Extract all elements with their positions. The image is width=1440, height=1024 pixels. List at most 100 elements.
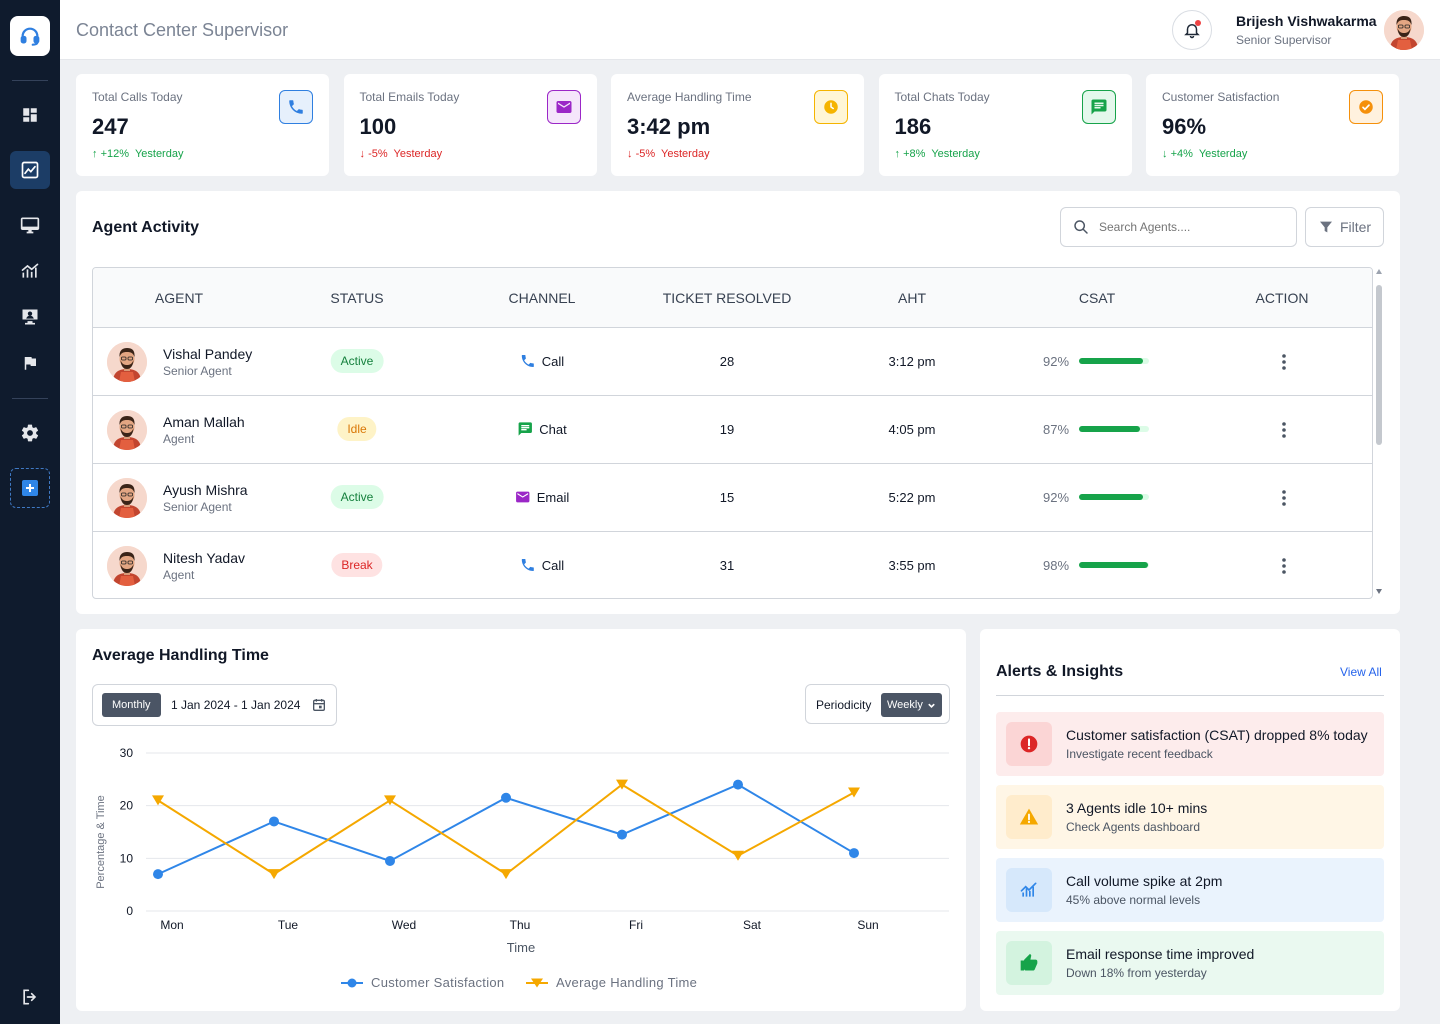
csat-progress-bar bbox=[1079, 426, 1149, 432]
status-badge: Break bbox=[331, 553, 383, 577]
alert-item[interactable]: Customer satisfaction (CSAT) dropped 8% … bbox=[996, 712, 1384, 776]
data-point bbox=[616, 779, 628, 790]
csat-percent: 87% bbox=[1043, 422, 1070, 437]
kpi-card: Average Handling Time 3:42 pm ↓ -5% Yest… bbox=[611, 74, 864, 176]
filter-button[interactable]: Filter bbox=[1305, 207, 1384, 247]
agent-role: Agent bbox=[163, 432, 195, 446]
sidebar-item-settings[interactable] bbox=[10, 414, 50, 452]
kpi-label: Average Handling Time bbox=[627, 90, 752, 104]
kebab-menu-icon bbox=[1282, 354, 1286, 370]
calendar-icon[interactable] bbox=[311, 697, 327, 713]
csat-progress-fill bbox=[1079, 562, 1148, 568]
alert-subtitle: Down 18% from yesterday bbox=[1066, 966, 1207, 980]
status-badge: Active bbox=[330, 349, 384, 373]
user-avatar[interactable] bbox=[1384, 10, 1424, 50]
tickets-resolved: 31 bbox=[719, 558, 735, 573]
alerts-panel: Alerts & Insights View All Customer sati… bbox=[980, 629, 1400, 1011]
aht-title: Average Handling Time bbox=[92, 647, 269, 664]
column-header-action: ACTION bbox=[1255, 290, 1309, 306]
table-row[interactable]: Nitesh Yadav Agent Break Call 31 3:55 pm… bbox=[93, 532, 1372, 598]
kpi-value: 3:42 pm bbox=[627, 114, 711, 139]
column-header-aht[interactable]: AHT bbox=[898, 290, 926, 306]
periodicity-label: Periodicity bbox=[816, 698, 872, 712]
column-header-csat[interactable]: CSAT bbox=[1078, 290, 1116, 306]
alert-item[interactable]: Email response time improved Down 18% fr… bbox=[996, 931, 1384, 995]
sidebar-item-logout[interactable] bbox=[10, 978, 50, 1016]
aht-value: 3:55 pm bbox=[888, 558, 936, 573]
trend-arrow-icon: ↓ bbox=[627, 148, 633, 160]
sidebar-item-flags[interactable] bbox=[10, 344, 50, 382]
phone-icon bbox=[279, 90, 313, 124]
sidebar-item-agents[interactable] bbox=[10, 298, 50, 336]
chevron-down-icon bbox=[928, 703, 935, 708]
view-all-link[interactable]: View All bbox=[1340, 665, 1382, 679]
kpi-card: Total Calls Today 247 ↑ +12% Yesterday bbox=[76, 74, 329, 176]
x-tick-label: Thu bbox=[510, 918, 531, 932]
kpi-card: Customer Satisfaction 96% ↓ +4% Yesterda… bbox=[1146, 74, 1399, 176]
sidebar-item-analytics[interactable] bbox=[10, 252, 50, 290]
kpi-trend: ↑ +12% Yesterday bbox=[92, 148, 183, 160]
notification-dot bbox=[1195, 20, 1201, 26]
table-row[interactable]: Vishal Pandey Senior Agent Active Call 2… bbox=[93, 328, 1372, 396]
aht-value: 5:22 pm bbox=[888, 490, 936, 505]
search-agents-input[interactable] bbox=[1099, 220, 1269, 234]
thumbs-up-icon bbox=[1006, 941, 1052, 985]
kpi-value: 186 bbox=[894, 114, 932, 139]
kpi-value: 96% bbox=[1162, 114, 1207, 139]
agent-avatar bbox=[107, 478, 147, 518]
channel-cell: Call bbox=[520, 557, 564, 573]
legend-item[interactable]: Average Handling Time bbox=[526, 975, 697, 990]
sidebar-item-trends[interactable] bbox=[10, 151, 50, 189]
trend-arrow-icon: ↑ bbox=[894, 148, 901, 160]
row-actions-button[interactable] bbox=[1278, 420, 1290, 445]
column-header-status[interactable]: STATUS bbox=[330, 290, 384, 306]
kpi-trend-value: -5% bbox=[635, 148, 656, 160]
row-actions-button[interactable] bbox=[1278, 556, 1290, 581]
legend-marker-icon bbox=[341, 978, 363, 987]
aht-value: 4:05 pm bbox=[888, 422, 936, 437]
filter-label: Filter bbox=[1339, 219, 1372, 235]
monthly-button[interactable]: Monthly bbox=[102, 693, 161, 717]
sidebar-add-button[interactable] bbox=[10, 468, 50, 508]
table-row[interactable]: Ayush Mishra Senior Agent Active Email 1… bbox=[93, 464, 1372, 532]
channel-label: Chat bbox=[539, 421, 567, 437]
periodicity-select[interactable]: Weekly bbox=[881, 693, 942, 717]
csat-progress-fill bbox=[1079, 426, 1140, 432]
column-header-channel[interactable]: CHANNEL bbox=[508, 290, 576, 306]
mail-icon bbox=[546, 90, 581, 124]
alert-item[interactable]: Call volume spike at 2pm 45% above norma… bbox=[996, 858, 1384, 922]
column-header-tickets[interactable]: TICKET RESOLVED bbox=[662, 290, 792, 306]
x-tick-label: Tue bbox=[278, 918, 299, 932]
clock-icon bbox=[814, 90, 848, 124]
date-range-picker[interactable]: Monthly 1 Jan 2024 - 1 Jan 2024 bbox=[92, 684, 337, 726]
alerts-divider bbox=[996, 695, 1384, 696]
column-header-agent[interactable]: AGENT bbox=[154, 290, 204, 306]
csat-progress-bar bbox=[1079, 358, 1149, 364]
row-actions-button[interactable] bbox=[1278, 488, 1290, 513]
kpi-trend-value: -5% bbox=[368, 148, 388, 160]
kpi-trend-value: +8% bbox=[903, 148, 926, 160]
warning-icon bbox=[1006, 795, 1052, 839]
sidebar-item-dashboard[interactable] bbox=[10, 96, 50, 134]
channel-cell: Call bbox=[520, 353, 564, 369]
headset-logo-icon[interactable] bbox=[10, 16, 50, 56]
table-row[interactable]: Aman Mallah Agent Idle Chat 19 4:05 pm 8… bbox=[93, 396, 1372, 464]
trend-arrow-icon: ↓ bbox=[1162, 148, 1168, 160]
agent-screen-icon bbox=[22, 309, 38, 325]
legend-marker-icon bbox=[526, 978, 548, 987]
sidebar-item-monitor[interactable] bbox=[10, 206, 50, 244]
bell-icon bbox=[1184, 24, 1200, 39]
aht-panel: Average Handling Time Monthly 1 Jan 2024… bbox=[76, 629, 966, 1011]
kpi-trend-label: Yesterday bbox=[393, 148, 443, 160]
table-scrollbar[interactable] bbox=[1375, 267, 1383, 599]
notifications-button[interactable] bbox=[1172, 10, 1212, 50]
error-icon bbox=[1006, 722, 1052, 766]
y-tick-label: 30 bbox=[120, 746, 134, 760]
alert-subtitle: Check Agents dashboard bbox=[1066, 820, 1201, 834]
sidebar-divider bbox=[12, 80, 48, 81]
search-agents-box[interactable] bbox=[1060, 207, 1297, 247]
legend-item[interactable]: Customer Satisfaction bbox=[341, 975, 504, 990]
alert-item[interactable]: 3 Agents idle 10+ mins Check Agents dash… bbox=[996, 785, 1384, 849]
row-actions-button[interactable] bbox=[1278, 352, 1290, 377]
scrollbar-thumb[interactable] bbox=[1376, 285, 1382, 445]
